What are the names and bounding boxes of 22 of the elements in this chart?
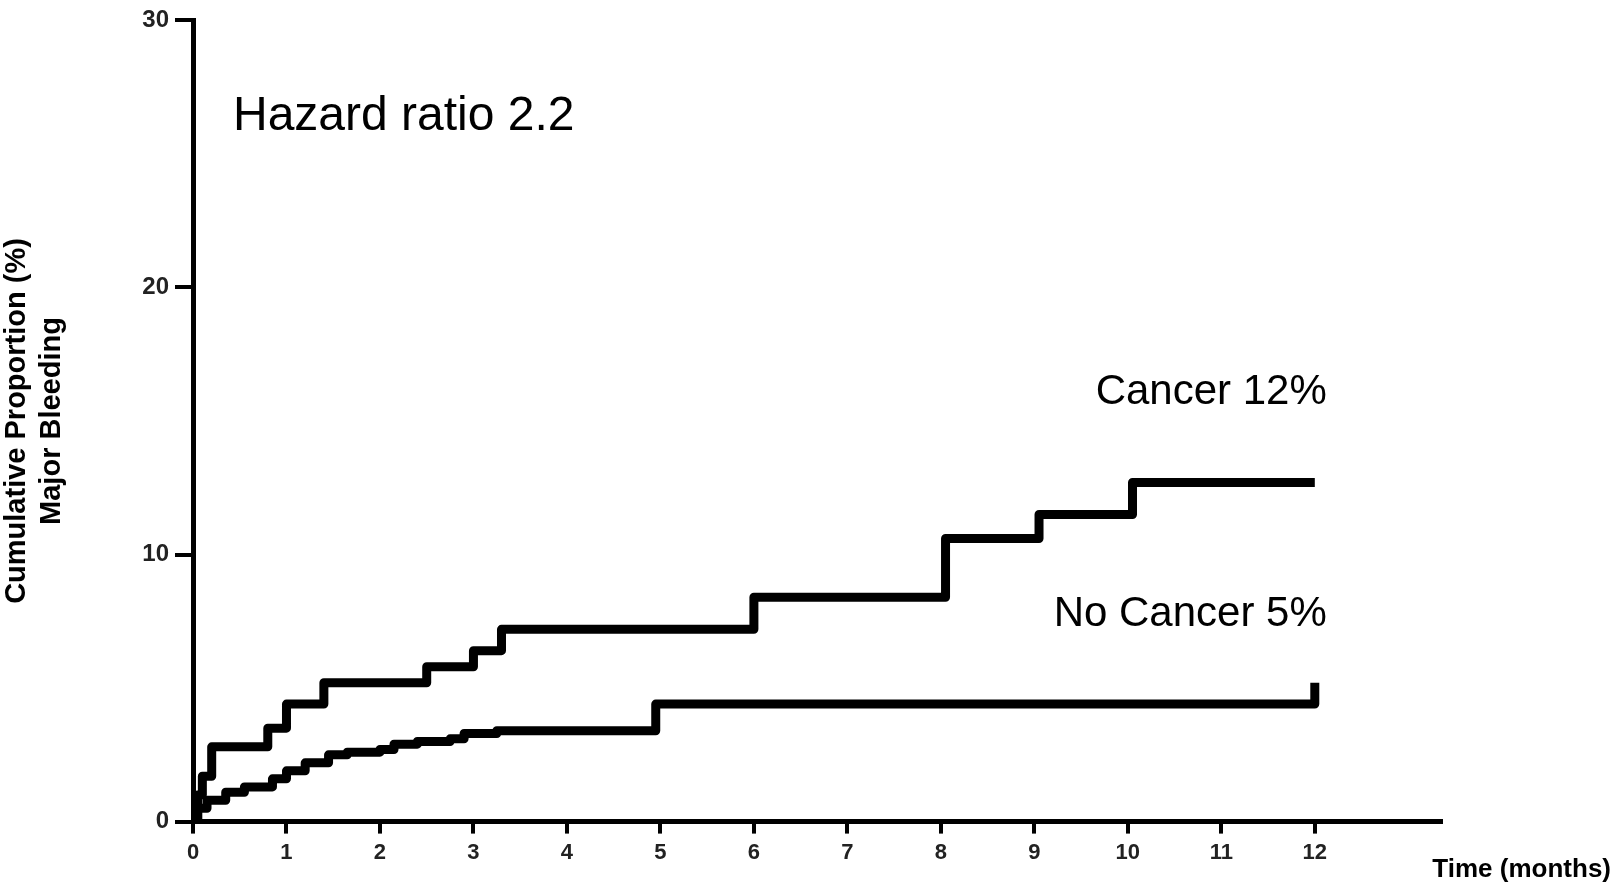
x-tick-label: 3 — [467, 838, 480, 864]
x-tick-label: 0 — [186, 838, 200, 864]
x-tick-label: 11 — [1209, 838, 1233, 864]
annotation: Hazard ratio 2.2 — [233, 87, 575, 141]
x-tick-label: 12 — [1302, 838, 1328, 864]
x-tick-label: 5 — [654, 838, 667, 864]
y-tick-label: 30 — [142, 5, 169, 33]
y-tick-label: 0 — [155, 806, 169, 834]
x-tick-label: 4 — [560, 838, 574, 864]
x-axis-title: Time (months) — [1432, 852, 1611, 882]
x-tick-label: 1 — [280, 838, 293, 864]
x-tick-label: 7 — [841, 838, 854, 864]
y-axis-title: Cumulative Proportion (%) Major Bleeding — [0, 238, 67, 604]
y-tick-label: 20 — [142, 272, 169, 300]
x-tick-label: 6 — [747, 838, 761, 864]
x-tick-label: 10 — [1115, 838, 1141, 864]
series-label: Cancer 12% — [1095, 366, 1327, 414]
x-tick-label: 2 — [373, 838, 387, 864]
x-tick-label: 9 — [1028, 838, 1041, 864]
series-label: No Cancer 5% — [1053, 588, 1327, 636]
y-tick-label: 10 — [142, 539, 169, 567]
x-tick-label: 8 — [934, 838, 947, 864]
